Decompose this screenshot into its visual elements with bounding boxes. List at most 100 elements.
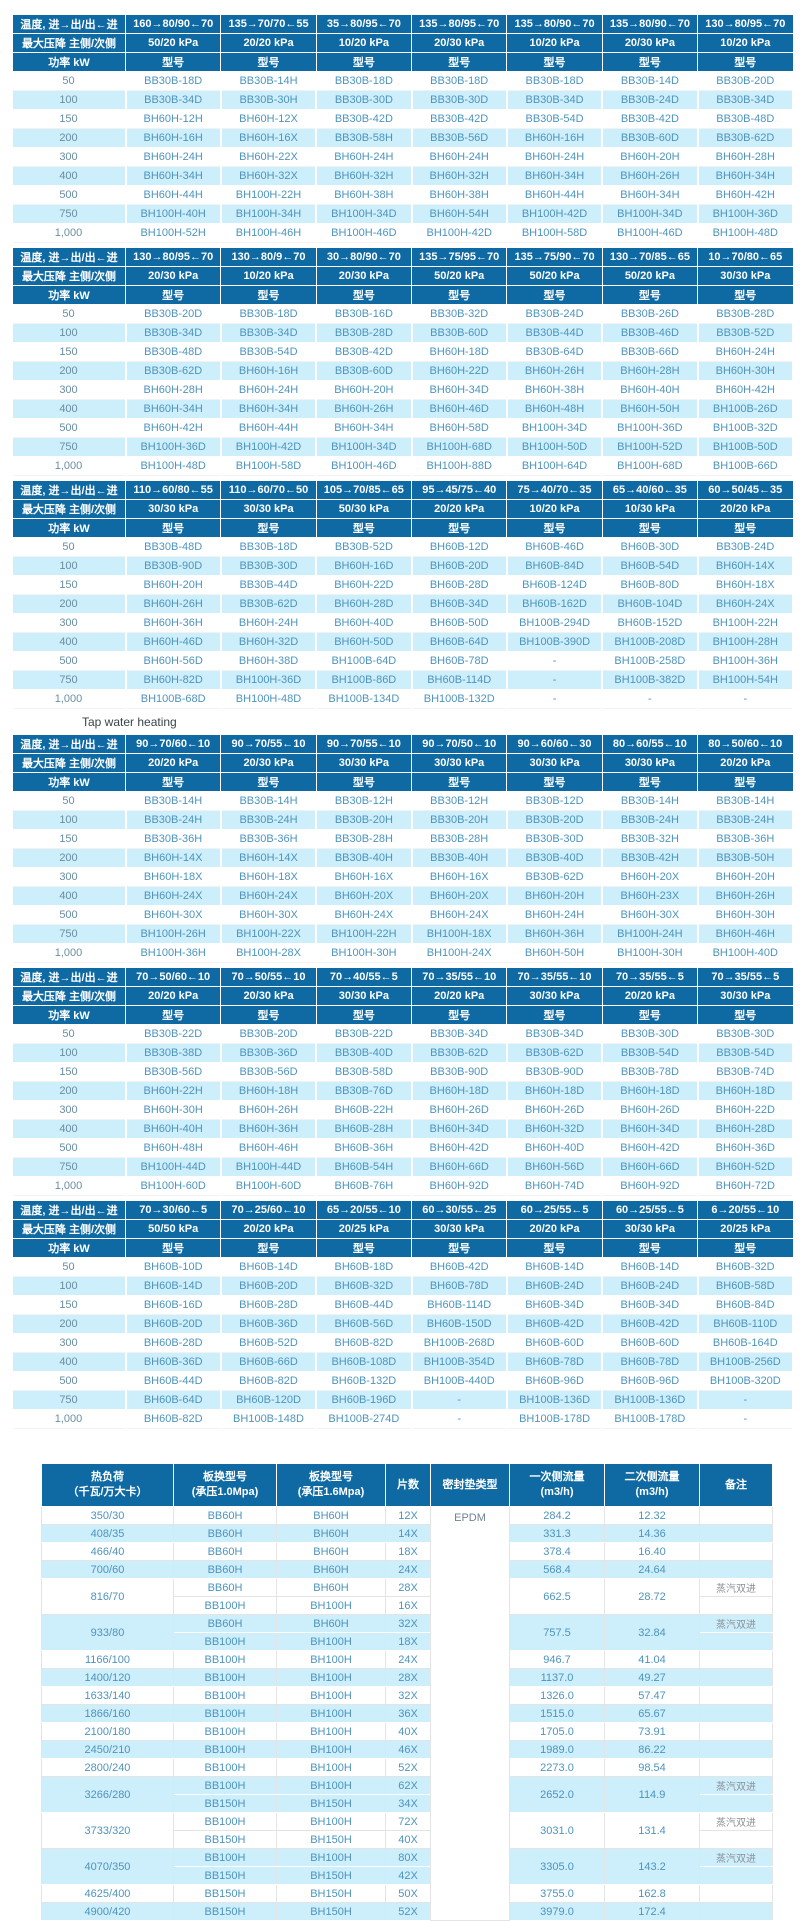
temp-header-cell: 65→40/60←35	[601, 480, 699, 500]
plate-count-cell: 14X	[385, 1524, 431, 1543]
model-cell: BH60B-162D	[506, 594, 604, 614]
model-cell: BH60B-16D	[125, 1295, 222, 1315]
model-cell: BH60B-132D	[316, 1371, 413, 1391]
model-cell: BB30B-54D	[602, 1043, 699, 1063]
power-cell: 400	[12, 886, 127, 906]
pressure-header-cell: 20/20 kPa	[124, 753, 222, 773]
remark-cell	[699, 1632, 773, 1651]
flow-table-row: 466/40 BB60H BH60H 18X 378.4 16.40	[41, 1542, 773, 1561]
spec-row: 100 BB30B-34D BB30B-30H BB30B-30D BB30B-30D B…	[12, 90, 795, 110]
plate-count-cell: 46X	[385, 1740, 431, 1759]
remark-cell	[699, 1704, 773, 1723]
model-cell: BH100H-52H	[125, 223, 222, 243]
model-cell: BH60B-84D	[506, 556, 604, 576]
model-cell: BH60B-164D	[697, 1333, 795, 1353]
flow-table-header-5: 一次侧流量 (m3/h)	[509, 1463, 605, 1507]
model-cell: BH60H-18D	[602, 1081, 699, 1101]
model-cell: BH100B-26D	[697, 399, 795, 419]
spec-row: 200 BB30B-62D BH60H-16H BB30B-60D BH60H-22D B…	[12, 361, 795, 381]
model-cell: BH100H-22H	[220, 185, 318, 205]
model-10mpa-cell: BB100H	[173, 1632, 277, 1651]
power-cell: 500	[12, 905, 127, 925]
model-10mpa-cell: BB100H	[173, 1812, 277, 1831]
model-cell: BH100B-294D	[506, 613, 604, 633]
model-cell: BH100H-22H	[316, 924, 413, 944]
model-cell: BH60H-40D	[316, 613, 413, 633]
model-cell: BB30B-50H	[697, 848, 795, 868]
model-cell: BH100H-36H	[125, 943, 222, 963]
model-cell: BH100B-32D	[697, 418, 795, 438]
remark-cell: 蒸汽双进	[699, 1776, 773, 1795]
model-column-label: 型号	[315, 1238, 413, 1258]
model-cell: BH60B-150D	[411, 1314, 508, 1334]
model-cell: BB30B-18D	[506, 71, 604, 91]
model-cell: BH60H-34H	[506, 166, 604, 186]
power-cell: 300	[12, 613, 127, 633]
model-cell: BH60B-52D	[220, 1333, 318, 1353]
heat-load-cell: 1633/140	[41, 1686, 174, 1705]
model-cell: BH60H-30X	[220, 905, 318, 925]
model-cell: BH60H-34D	[411, 1119, 508, 1139]
model-16mpa-cell: BH100H	[276, 1596, 386, 1615]
model-10mpa-cell: BB100H	[173, 1704, 277, 1723]
power-column-label: 功率 kW	[12, 285, 126, 305]
model-cell: BH60B-96D	[506, 1371, 604, 1391]
heat-load-cell: 816/70	[41, 1578, 174, 1615]
model-cell: BB30B-48D	[125, 537, 222, 557]
model-cell: BH60H-46H	[220, 1138, 318, 1158]
model-cell: BH60H-46D	[411, 399, 508, 419]
power-cell: 750	[12, 924, 127, 944]
primary-flow-cell: 3031.0	[509, 1812, 605, 1849]
model-cell: BH100H-50D	[506, 437, 604, 457]
model-cell: BH60H-28H	[697, 147, 795, 167]
model-cell: BH60B-42D	[602, 1314, 699, 1334]
model-column-label: 型号	[601, 1238, 699, 1258]
model-cell: BH60B-42D	[506, 1314, 604, 1334]
power-cell: 300	[12, 1100, 127, 1120]
temp-header-cell: 75→40/70←35	[506, 480, 603, 500]
temp-header-cell: 90→70/50←10	[411, 734, 508, 754]
pressure-row-label: 最大压降 主侧/次侧	[12, 266, 126, 286]
temp-header-cell: 60→25/55←5	[506, 1200, 603, 1220]
model-cell: BH60B-14D	[506, 1257, 604, 1277]
flow-table-row: 2100/180 BB100H BH100H 40X 1705.0 73.91	[41, 1722, 773, 1741]
secondary-flow-cell: 12.32	[604, 1506, 700, 1525]
model-cell: BH60H-34H	[602, 185, 699, 205]
model-cell: BH60B-28D	[220, 1295, 318, 1315]
model-cell: BH60H-92D	[411, 1176, 508, 1196]
temp-header-cell: 110→60/70←50	[220, 480, 317, 500]
primary-flow-cell: 1515.0	[509, 1704, 605, 1723]
model-cell: BB30B-90D	[506, 1062, 604, 1082]
model-column-label: 型号	[315, 285, 413, 305]
model-cell: BH60H-28H	[125, 380, 222, 400]
pressure-header-cell: 30/30 kPa	[697, 986, 794, 1006]
spec-row: 500 BH60H-48H BH60H-46H BH60B-36H BH60H-42D B…	[12, 1138, 795, 1158]
spec-row: 150 BB30B-48D BB30B-54D BB30B-42D BH60H-18D B…	[12, 342, 795, 362]
spec-row: 500 BH60H-42H BH60H-44H BH60H-34H BH60H-58D B…	[12, 418, 795, 438]
model-cell: BH60H-24X	[125, 886, 222, 906]
plate-count-cell: 50X	[385, 1884, 431, 1903]
model-cell: BH60H-22D	[411, 361, 508, 381]
heat-load-cell: 3266/280	[41, 1776, 174, 1813]
remark-cell: 蒸汽双进	[699, 1812, 773, 1831]
power-column-label: 功率 kW	[12, 1005, 126, 1025]
model-cell: BH60H-40D	[506, 1138, 604, 1158]
spec-row: 750 BH60H-82D BH100H-36D BH100B-86D BH60B-11…	[12, 670, 795, 690]
model-cell: BH60B-50D	[411, 613, 508, 633]
model-cell: BH100B-148D	[220, 1409, 318, 1429]
pressure-header-cell: 10/20 kPa	[506, 33, 603, 53]
model-16mpa-cell: BH100H	[276, 1686, 386, 1705]
spec-row: 1,000 BH100B-68D BH100H-48D BH100B-134D BH10…	[12, 689, 795, 709]
secondary-flow-cell: 86.22	[604, 1740, 700, 1759]
pressure-row-label: 最大压降 主侧/次侧	[12, 499, 126, 519]
model-cell: BH100B-64D	[316, 651, 413, 671]
model-cell: -	[602, 689, 699, 709]
model-cell: BB30B-22D	[316, 1024, 413, 1044]
secondary-flow-cell: 14.36	[604, 1524, 700, 1543]
model-column-label: 型号	[506, 52, 603, 72]
model-column-label: 型号	[506, 1005, 603, 1025]
secondary-flow-cell: 16.40	[604, 1542, 700, 1561]
model-column-label: 型号	[220, 1005, 317, 1025]
model-column-label: 型号	[697, 1238, 794, 1258]
spec-row: 50 BB30B-20D BB30B-18D BB30B-16D BB30B-32D BB…	[12, 304, 795, 324]
